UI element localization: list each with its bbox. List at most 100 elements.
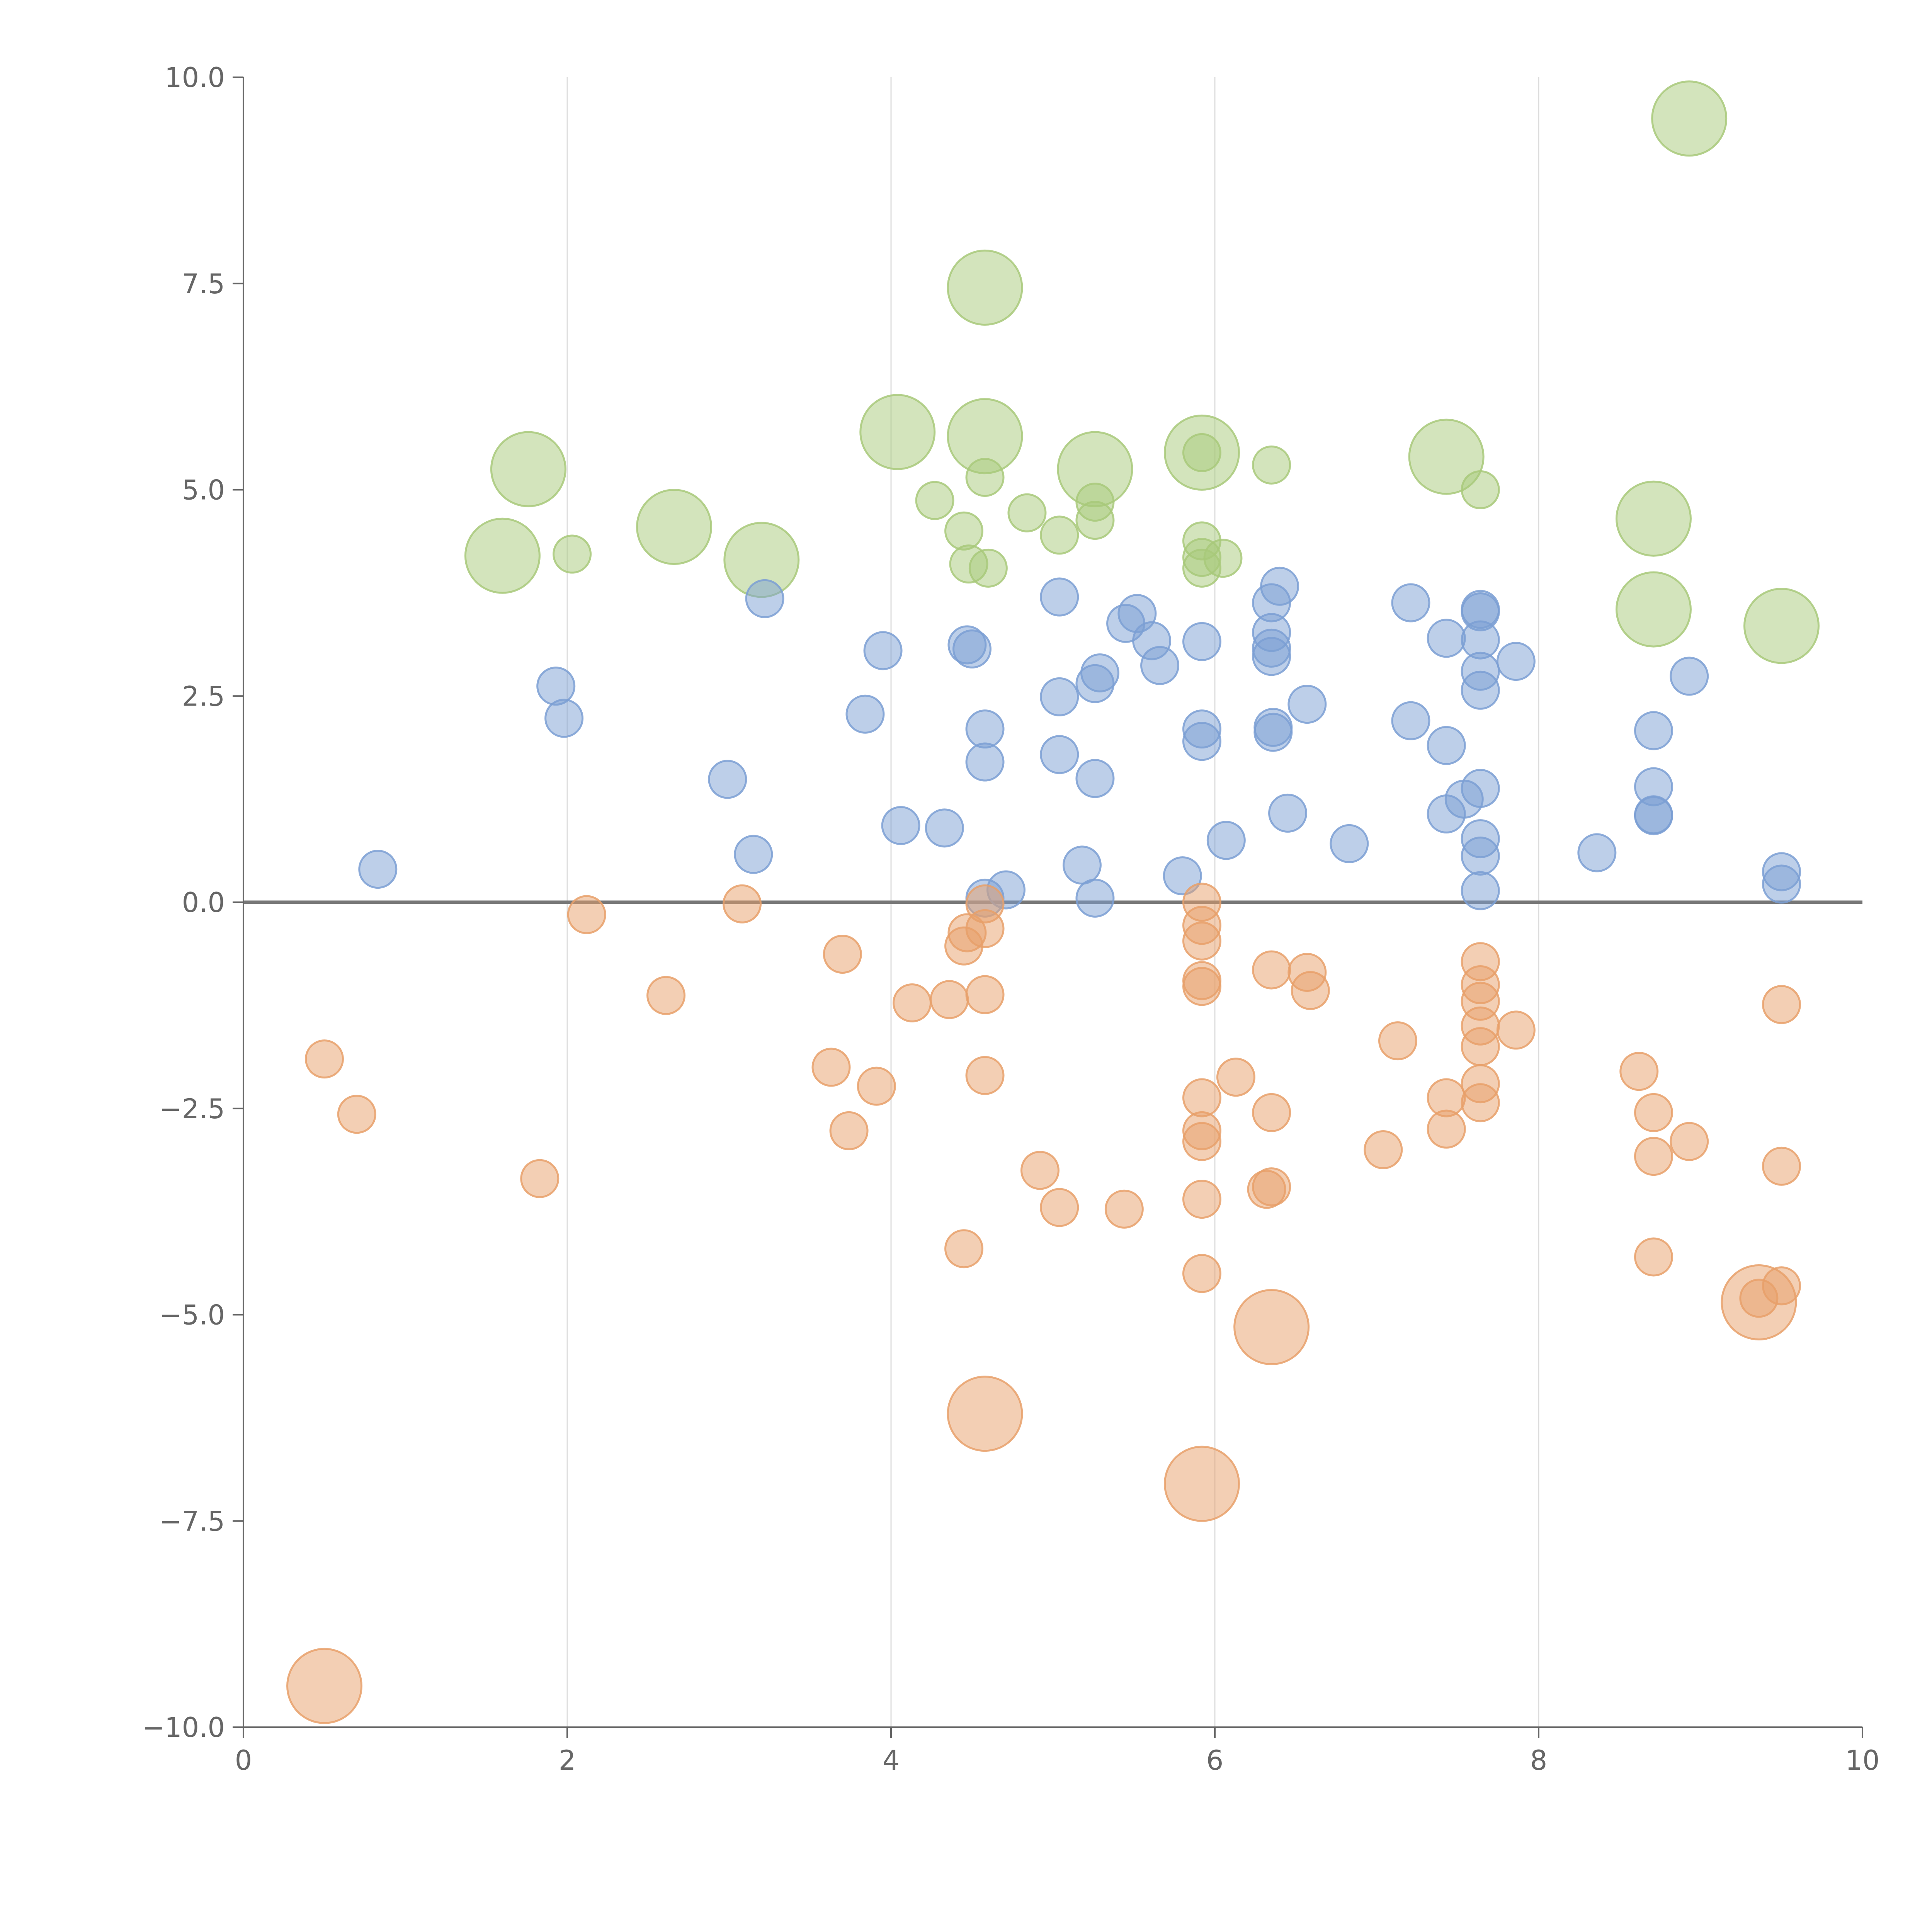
x-tick-label: 2 xyxy=(559,1745,576,1776)
bubble-point xyxy=(857,1066,896,1106)
bubble-point xyxy=(1762,864,1801,904)
bubble-point xyxy=(1163,1446,1240,1522)
bubble-point xyxy=(1496,642,1536,681)
y-tick-label: −2.5 xyxy=(159,1093,225,1125)
bubble-point xyxy=(1182,1122,1221,1161)
bubble-point xyxy=(1062,845,1102,885)
x-tick-label: 8 xyxy=(1530,1745,1548,1776)
bubble-point xyxy=(745,579,784,618)
bubble-point xyxy=(845,694,885,734)
bubble-point xyxy=(1075,664,1115,703)
bubble-point xyxy=(536,667,576,706)
y-tick-label: 5.0 xyxy=(182,474,225,506)
bubble-point xyxy=(646,976,686,1015)
y-tick-label: 10.0 xyxy=(165,62,225,94)
bubble-point xyxy=(1391,701,1430,740)
y-tick-label: −10.0 xyxy=(142,1712,225,1743)
bubble-point xyxy=(965,742,1005,782)
bubble-point xyxy=(892,983,932,1022)
bubble-point xyxy=(1743,588,1820,664)
series-1 xyxy=(358,566,1801,918)
bubble-point xyxy=(1040,577,1079,617)
bubble-point xyxy=(1461,470,1500,509)
series-0 xyxy=(464,80,1820,664)
bubble-point xyxy=(1040,515,1079,555)
bubble-point xyxy=(1252,637,1291,676)
bubble-point xyxy=(944,511,984,551)
bubble-point xyxy=(708,760,747,799)
series-2 xyxy=(286,883,1801,1724)
bubble-point xyxy=(965,975,1005,1014)
bubble-point xyxy=(1496,1010,1536,1050)
bubble-point xyxy=(925,808,964,848)
bubble-point xyxy=(286,1648,362,1724)
bubble-point xyxy=(1040,735,1079,774)
bubble-point xyxy=(1670,656,1709,696)
bubble-point xyxy=(544,699,584,738)
x-tick-label: 0 xyxy=(235,1745,252,1776)
bubble-point xyxy=(930,980,969,1019)
bubble-point xyxy=(1391,583,1430,622)
bubble-point xyxy=(1253,713,1293,752)
bubble-point xyxy=(1427,619,1466,658)
bubble-point xyxy=(734,835,773,874)
bubble-point xyxy=(1287,685,1327,724)
bubble-point xyxy=(829,1111,869,1150)
bubble-point xyxy=(952,629,992,669)
bubble-point xyxy=(1378,1021,1417,1061)
bubble-point xyxy=(1252,1093,1291,1132)
bubble-point xyxy=(1577,833,1617,872)
bubble-point xyxy=(1182,921,1221,961)
axes: 0 2 4 6 8 10 10.0 7.5 5.0 2.5 0.0 −2.5 −5.0 −7.5 −10.0 xyxy=(142,62,1879,1776)
bubble-point xyxy=(1252,445,1291,485)
y-tick-label: −7.5 xyxy=(159,1505,225,1537)
bubble-point xyxy=(1461,1027,1500,1066)
bubble-point xyxy=(947,249,1023,326)
bubble-point xyxy=(881,806,920,845)
bubble-point xyxy=(944,1229,984,1269)
x-tick-label: 6 xyxy=(1206,1745,1224,1776)
bubble-point xyxy=(1182,1078,1221,1117)
bubble-point xyxy=(1075,878,1115,918)
y-tick-label: 2.5 xyxy=(182,680,225,712)
bubble-point xyxy=(859,394,936,470)
bubble-point xyxy=(358,850,398,889)
bubble-point xyxy=(1216,1058,1255,1097)
bubble-point xyxy=(1364,1130,1403,1169)
bubble-point xyxy=(1634,711,1673,750)
bubble-point xyxy=(915,481,954,520)
bubble-point xyxy=(553,534,592,574)
bubble-point xyxy=(1182,548,1221,588)
bubble-point xyxy=(965,457,1005,497)
bubble-point xyxy=(1007,493,1047,532)
bubble-point xyxy=(1075,759,1115,798)
bubble-point xyxy=(636,489,713,565)
bubble-point xyxy=(1408,418,1485,495)
bubbles xyxy=(286,80,1820,1724)
bubble-point xyxy=(1461,1083,1500,1122)
bubble-point xyxy=(1252,950,1291,990)
bubble-point xyxy=(1461,836,1500,876)
bubble-point xyxy=(1427,794,1466,834)
bubble-point xyxy=(944,926,984,966)
bubble-point xyxy=(464,517,541,594)
bubble-point xyxy=(1075,500,1115,540)
bubble-point xyxy=(1427,726,1466,765)
bubble-point xyxy=(1634,1093,1673,1132)
bubble-point xyxy=(305,1039,344,1079)
bubble-point xyxy=(1182,967,1221,1006)
bubble-point xyxy=(1739,1279,1779,1318)
bubble-point xyxy=(1330,824,1369,863)
bubble-point xyxy=(490,431,566,507)
bubble-point xyxy=(1461,871,1500,910)
bubble-point xyxy=(520,1159,560,1198)
x-tick-label: 4 xyxy=(883,1745,900,1776)
bubble-point xyxy=(1651,80,1728,157)
bubble-point xyxy=(1634,1137,1673,1176)
bubble-point xyxy=(567,895,606,934)
bubble-point xyxy=(1615,571,1692,648)
bubble-point xyxy=(1762,1146,1801,1186)
bubble-point xyxy=(1104,1189,1144,1229)
bubble-point xyxy=(723,884,762,923)
